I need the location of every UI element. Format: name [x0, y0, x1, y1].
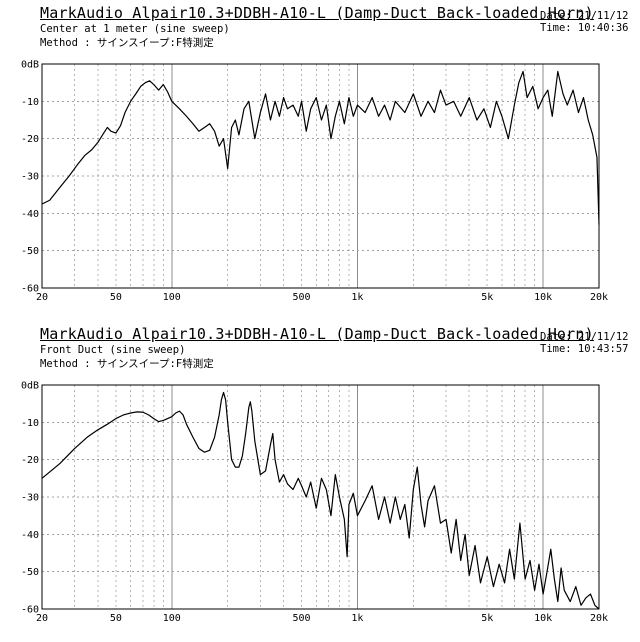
measurement-time: Time: 10:40:36 [540, 22, 629, 34]
chart-panel-front-duct: MarkAudio Alpair10.3+DDBH-A10-L (Damp-Du… [0, 321, 640, 642]
x-tick-label: 1k [351, 613, 363, 624]
y-tick-label: -40 [21, 209, 39, 220]
y-tick-label: -50 [21, 567, 39, 578]
x-tick-label: 100 [163, 292, 181, 303]
x-tick-label: 10k [534, 292, 552, 303]
x-tick-label: 20k [590, 292, 608, 303]
x-tick-label: 5k [481, 613, 493, 624]
chart-subtitle: Center at 1 meter (sine sweep) [40, 23, 230, 35]
y-tick-label: 0dB [21, 60, 39, 71]
y-tick-label: -60 [21, 605, 39, 616]
plot-frame [41, 63, 600, 289]
y-tick-label: -50 [21, 246, 39, 257]
y-tick-label: 0dB [21, 381, 39, 392]
x-tick-label: 100 [163, 613, 181, 624]
plot-frame [41, 384, 600, 610]
chart-subtitle: Front Duct (sine sweep) [40, 344, 186, 356]
x-tick-label: 1k [351, 292, 363, 303]
measurement-date: Date: 21/11/12 [540, 331, 629, 343]
y-tick-label: -40 [21, 530, 39, 541]
x-tick-label: 10k [534, 613, 552, 624]
chart-title: MarkAudio Alpair10.3+DDBH-A10-L (Damp-Du… [40, 325, 594, 343]
x-tick-label: 20k [590, 613, 608, 624]
x-tick-label: 500 [293, 613, 311, 624]
x-tick-label: 20 [36, 613, 48, 624]
measurement-date: Date: 21/11/12 [540, 10, 629, 22]
y-tick-label: -20 [21, 455, 39, 466]
y-tick-label: -10 [21, 418, 39, 429]
y-tick-label: -20 [21, 134, 39, 145]
response-curve [41, 70, 600, 225]
chart-title: MarkAudio Alpair10.3+DDBH-A10-L (Damp-Du… [40, 4, 594, 22]
y-tick-label: -60 [21, 284, 39, 295]
measurement-time: Time: 10:43:57 [540, 343, 629, 355]
x-tick-label: 50 [110, 613, 122, 624]
x-tick-label: 500 [293, 292, 311, 303]
chart-panel-center: MarkAudio Alpair10.3+DDBH-A10-L (Damp-Du… [21, 4, 629, 304]
response-curve [41, 391, 600, 610]
measurement-method: Method : サインスイープ:F特測定 [40, 358, 214, 370]
x-tick-label: 20 [36, 292, 48, 303]
x-tick-label: 50 [110, 292, 122, 303]
measurement-method: Method : サインスイープ:F特測定 [40, 37, 214, 49]
x-tick-label: 5k [481, 292, 493, 303]
y-tick-label: -30 [21, 493, 39, 504]
y-tick-label: -30 [21, 172, 39, 183]
y-tick-label: -10 [21, 97, 39, 108]
